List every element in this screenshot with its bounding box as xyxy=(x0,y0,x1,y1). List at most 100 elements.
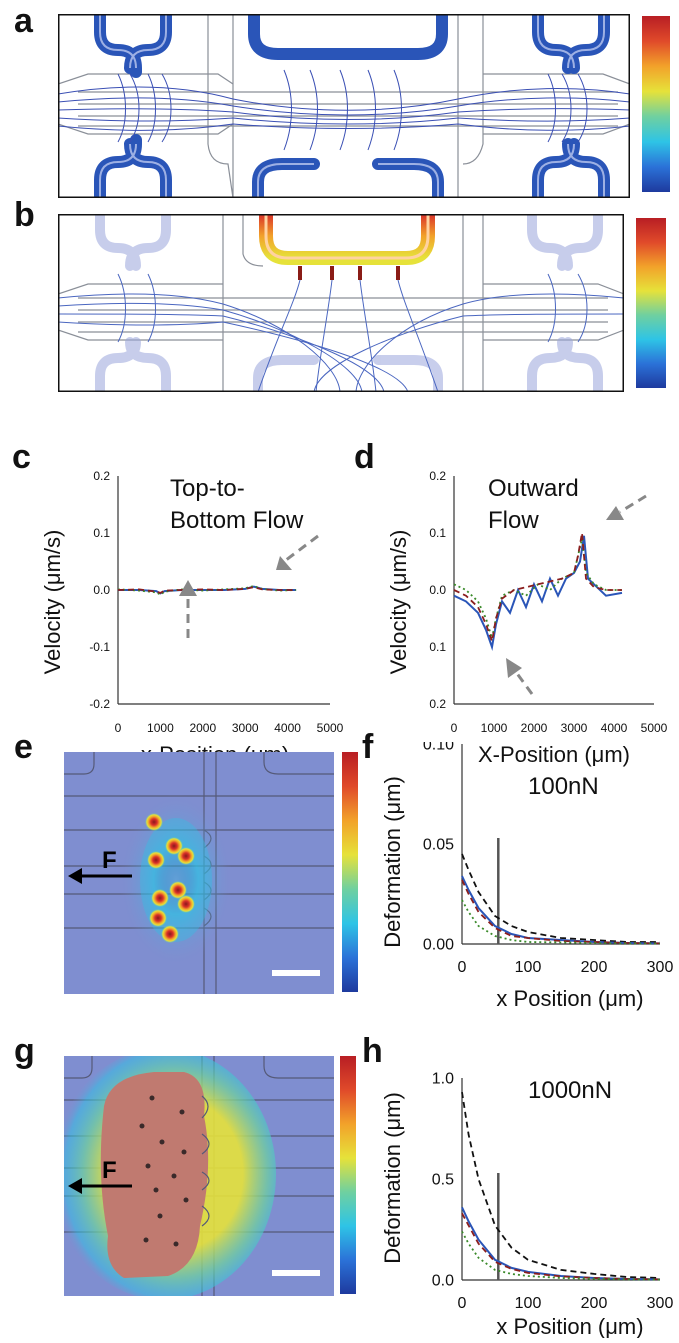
chart-d-title-line-2: Flow xyxy=(488,507,539,534)
chart-c-y-tick-label: 0.1 xyxy=(93,526,110,540)
chart-f-y-tick-label: 0.00 xyxy=(423,937,454,954)
chart-c-series-group xyxy=(117,585,297,596)
chart-f-series-1-line xyxy=(461,853,660,943)
chart-c-arrow-down-left xyxy=(276,534,319,570)
chart-c-y-tick-label: -0.2 xyxy=(89,697,110,711)
chart-c-y-tick-label: 0.2 xyxy=(93,469,110,483)
panel-b-simulation xyxy=(58,214,624,392)
chart-d-x-tick-label: 3000 xyxy=(561,721,588,735)
panel-g-high-deformation-region xyxy=(100,1072,209,1278)
chart-f-x-axis: 0 100 200 300 xyxy=(458,943,674,976)
panel-e-colorbar xyxy=(342,752,358,992)
chart-c-arrow-up xyxy=(179,580,197,638)
chart-d-ylabel: Velocity (μm/s) xyxy=(386,530,411,675)
panel-g-force-label: F xyxy=(102,1157,117,1184)
chart-d-x-tick-label: 0 xyxy=(451,721,458,735)
chart-f-xlabel: x Position (μm) xyxy=(496,986,643,1011)
chart-h-series-2-line xyxy=(461,1206,661,1281)
chart-h-x-tick-label: 0 xyxy=(458,1295,467,1312)
chart-h-y-axis: 1.0 0.5 0.0 xyxy=(432,1071,463,1290)
chart-h-ylabel: Deformation (μm) xyxy=(380,1092,405,1264)
panel-g-deformation-map: F xyxy=(64,1056,334,1296)
chart-d-x-tick-label: 5000 xyxy=(641,721,668,735)
chart-d-xlabel: X-Position (μm) xyxy=(478,742,630,767)
chart-c-x-tick-label: 3000 xyxy=(232,721,259,735)
panel-g-colorbar xyxy=(340,1056,356,1294)
chart-h-series-3-line xyxy=(461,1212,661,1281)
chart-c-title-line-1: Top-to- xyxy=(170,475,245,502)
panel-h-chart: 1.0 0.5 0.0 0 100 200 300 1000nN x Position (… xyxy=(380,1071,674,1338)
panel-e-force-dots xyxy=(145,813,195,943)
chart-d-y-tick-label: 0.1 xyxy=(429,640,446,654)
panel-e-deformation-map: F xyxy=(64,752,334,994)
panel-a-letter: a xyxy=(14,2,33,40)
chart-c-x-tick-label: 5000 xyxy=(317,721,344,735)
panel-e-scale-bar xyxy=(272,970,320,976)
chart-d-x-tick-label: 1000 xyxy=(481,721,508,735)
chart-f-series-group xyxy=(461,838,661,945)
panel-f-letter: f xyxy=(362,728,374,766)
chart-c-series-3-line xyxy=(117,586,297,594)
chart-d-x-tick-label: 2000 xyxy=(521,721,548,735)
chart-d-x-axis: 0 1000 2000 3000 4000 5000 xyxy=(451,703,668,735)
panel-d-letter: d xyxy=(354,438,375,476)
chart-d-y-tick-label: 0.0 xyxy=(429,583,446,597)
chart-d-y-axis: 0.2 0.1 0.0 0.1 0.2 xyxy=(429,469,455,711)
chart-c-ylabel: Velocity (μm/s) xyxy=(40,530,65,675)
chart-d-series-group xyxy=(453,532,623,651)
panel-c-chart: 0.20.10.0-0.1-0.2 0 1000 2000 3000 4000 5000 … xyxy=(40,469,344,767)
chart-f-x-tick-label: 100 xyxy=(515,959,542,976)
chart-c-x-tick-label: 4000 xyxy=(274,721,301,735)
chart-h-x-tick-label: 100 xyxy=(515,1295,542,1312)
chart-h-title: 1000nN xyxy=(528,1077,612,1104)
chart-c-x-tick-label: 0 xyxy=(115,721,122,735)
chart-d-x-tick-label: 4000 xyxy=(601,721,628,735)
chart-f-x-tick-label: 200 xyxy=(581,959,608,976)
panel-e-letter: e xyxy=(14,728,33,766)
chart-d-series-3-line xyxy=(453,532,622,645)
chart-h-x-tick-label: 200 xyxy=(581,1295,608,1312)
chart-h-y-tick-label: 0.5 xyxy=(432,1172,454,1189)
chart-d-series-2-line xyxy=(453,538,622,639)
panel-b-letter: b xyxy=(14,196,35,234)
chart-c-y-axis: 0.2 0.1 0.0 -0.1 -0.2 xyxy=(89,469,119,711)
panel-g-letter: g xyxy=(14,1032,35,1070)
panel-c-letter: c xyxy=(12,438,31,476)
chart-d-y-tick-label: 0.2 xyxy=(429,697,446,711)
panel-d-chart: 0.2 0.1 0.0 0.1 0.2 0 1000 2000 3000 4000 5000 Ou… xyxy=(386,469,668,767)
panel-e-force-label: F xyxy=(102,847,117,874)
chart-c-y-tick-label: -0.1 xyxy=(89,640,110,654)
chart-h-xlabel: x Position (μm) xyxy=(496,1314,643,1338)
chart-f-series-3-line xyxy=(461,879,661,945)
panel-h-letter: h xyxy=(362,1032,383,1070)
chart-h-x-axis: 0 100 200 300 xyxy=(458,1279,674,1312)
chart-f-y-tick-label: 0.05 xyxy=(423,837,454,854)
panel-b-colorbar xyxy=(636,218,666,388)
chart-d-title-line-1: Outward xyxy=(488,475,579,502)
chart-f-y-axis: 0.10 0.05 0.00 xyxy=(423,742,463,954)
chart-d-y-tick-label: 0.2 xyxy=(429,469,446,483)
chart-d-arrow-lower xyxy=(506,658,534,695)
chart-c-y-tick-label: 0.0 xyxy=(93,583,110,597)
chart-c-x-axis: 0 1000 2000 3000 4000 5000 xyxy=(115,703,344,735)
chart-c-x-tick-label: 2000 xyxy=(189,721,216,735)
panel-g-force-arrow xyxy=(68,1178,132,1194)
chart-f-x-tick-label: 0 xyxy=(458,959,467,976)
panel-e-stress-zone xyxy=(120,794,232,966)
chart-h-series-4-line xyxy=(461,1231,661,1281)
panel-g-scale-bar xyxy=(272,1270,320,1276)
panel-f-chart: 0.10 0.05 0.00 0 100 200 300 100nN x Position… xyxy=(380,742,674,1011)
chart-d-series-1-line xyxy=(453,535,623,651)
chart-h-series-group xyxy=(461,1091,661,1281)
chart-f-ylabel: Deformation (μm) xyxy=(380,776,405,948)
chart-c-x-tick-label: 1000 xyxy=(147,721,174,735)
chart-f-x-tick-label: 300 xyxy=(647,959,674,976)
chart-c-title-line-2: Bottom Flow xyxy=(170,507,304,534)
chart-f-y-tick-label: 0.10 xyxy=(423,742,454,754)
panel-a-simulation xyxy=(58,14,630,198)
chart-h-y-tick-label: 0.0 xyxy=(432,1273,454,1290)
chart-h-x-tick-label: 300 xyxy=(647,1295,674,1312)
chart-f-title: 100nN xyxy=(528,773,599,800)
chart-d-arrow-upper xyxy=(606,494,647,520)
panel-e-force-arrow xyxy=(68,868,132,884)
